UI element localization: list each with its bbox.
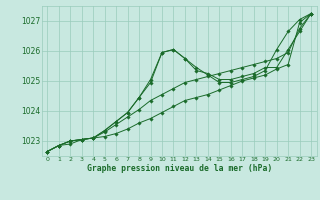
X-axis label: Graphe pression niveau de la mer (hPa): Graphe pression niveau de la mer (hPa) <box>87 164 272 173</box>
